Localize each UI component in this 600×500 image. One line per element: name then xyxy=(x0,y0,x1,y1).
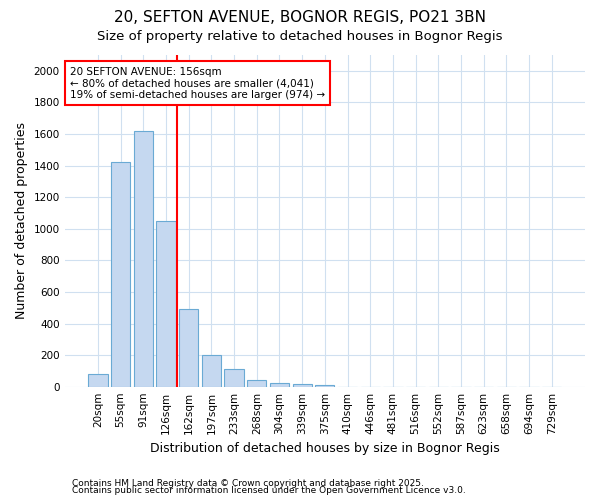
Text: 20 SEFTON AVENUE: 156sqm
← 80% of detached houses are smaller (4,041)
19% of sem: 20 SEFTON AVENUE: 156sqm ← 80% of detach… xyxy=(70,66,325,100)
Bar xyxy=(134,131,153,386)
Y-axis label: Number of detached properties: Number of detached properties xyxy=(15,122,28,320)
Text: Contains public sector information licensed under the Open Government Licence v3: Contains public sector information licen… xyxy=(72,486,466,495)
Text: Size of property relative to detached houses in Bognor Regis: Size of property relative to detached ho… xyxy=(97,30,503,43)
Bar xyxy=(224,370,244,386)
Bar xyxy=(293,384,312,386)
Bar xyxy=(88,374,107,386)
Bar xyxy=(202,355,221,386)
Bar xyxy=(247,380,266,386)
Bar xyxy=(157,221,176,386)
Text: 20, SEFTON AVENUE, BOGNOR REGIS, PO21 3BN: 20, SEFTON AVENUE, BOGNOR REGIS, PO21 3B… xyxy=(114,10,486,25)
Bar xyxy=(111,162,130,386)
X-axis label: Distribution of detached houses by size in Bognor Regis: Distribution of detached houses by size … xyxy=(150,442,500,455)
Bar xyxy=(270,382,289,386)
Text: Contains HM Land Registry data © Crown copyright and database right 2025.: Contains HM Land Registry data © Crown c… xyxy=(72,478,424,488)
Bar xyxy=(315,385,334,386)
Bar xyxy=(179,310,199,386)
